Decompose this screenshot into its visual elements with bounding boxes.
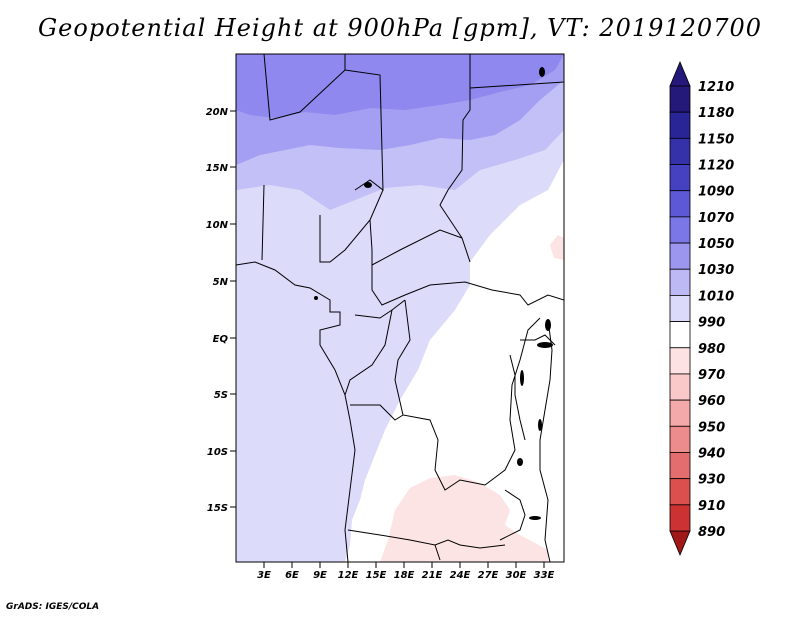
lon-tick-label: 18E — [394, 570, 415, 581]
lat-tick-label: EQ — [213, 334, 229, 345]
colorbar-label: 1180 — [698, 106, 734, 121]
lat-tick-label: 10S — [207, 447, 228, 458]
lon-tick-label: 12E — [338, 570, 359, 581]
colorbar-box — [669, 295, 691, 322]
colorbar-label: 990 — [698, 316, 725, 331]
colorbar-box — [669, 216, 691, 244]
colorbar-label: 1070 — [698, 211, 734, 226]
lon-tick: 18E — [394, 562, 415, 581]
colorbar-label: 1050 — [698, 237, 734, 252]
colorbar-label: 1120 — [698, 159, 734, 174]
lon-tick-label: 6E — [285, 570, 299, 581]
colorbar-box — [669, 111, 691, 139]
lat-tick: EQ — [213, 334, 236, 345]
colorbar-label: 940 — [698, 446, 725, 461]
colorbar-box — [669, 85, 691, 113]
lon-tick-label: 30E — [506, 570, 527, 581]
colorbar-label: 1150 — [698, 132, 734, 147]
lon-tick: 6E — [285, 562, 299, 581]
colorbar-box — [669, 321, 691, 349]
lon-tick-label: 15E — [366, 570, 387, 581]
map-frame — [235, 53, 565, 563]
borders — [236, 54, 564, 562]
lon-tick-label: 24E — [450, 570, 471, 581]
colorbar-box — [669, 478, 691, 506]
lat-tick: 15S — [207, 503, 236, 514]
height-field — [236, 54, 564, 562]
colorbar-label: 930 — [698, 473, 725, 488]
lat-tick: 5N — [213, 277, 236, 288]
lon-tick-label: 9E — [313, 570, 327, 581]
colorbar-label: 1010 — [698, 289, 734, 304]
lon-tick: 15E — [366, 562, 387, 581]
colorbar-box — [669, 242, 691, 270]
lon-tick: 9E — [313, 562, 327, 581]
lat-tick: 15N — [206, 163, 236, 174]
lon-tick-label: 33E — [534, 570, 555, 581]
grads-credit: GrADS: IGES/COLA — [6, 602, 100, 612]
colorbar-label: 960 — [698, 394, 725, 409]
colorbar-label: 980 — [698, 342, 725, 357]
lat-tick-label: 10N — [206, 220, 229, 231]
lat-tick: 20N — [206, 107, 236, 118]
lon-tick-label: 3E — [257, 570, 271, 581]
map-panel — [235, 53, 565, 563]
field-band-980 — [380, 475, 548, 562]
colorbar-box — [669, 268, 691, 296]
lon-tick: 33E — [534, 562, 555, 581]
field-band-980-east — [550, 235, 564, 260]
lakes — [314, 67, 553, 520]
colorbar-label: 970 — [698, 368, 725, 383]
colorbar-box — [669, 504, 691, 532]
colorbar-box — [669, 425, 691, 453]
colorbar: 1210 1180 1150 1120 1090 1070 1050 1030 1010 990 9… — [669, 60, 734, 557]
lon-tick: 27E — [478, 562, 499, 581]
latitude-axis: 20N 15N 10N 5N EQ 5S 10S 15S — [206, 107, 236, 514]
lat-tick: 10N — [206, 220, 236, 231]
lat-tick: 10S — [207, 447, 236, 458]
longitude-axis: 3E 6E 9E 12E 15E 18E 21E 24E 27E 30E 33E — [257, 562, 555, 581]
lat-tick-label: 5N — [213, 277, 229, 288]
colorbar-label: 1090 — [698, 185, 734, 200]
lon-tick-label: 21E — [422, 570, 443, 581]
colorbar-label: 950 — [698, 420, 725, 435]
colorbar-box — [669, 137, 691, 165]
colorbar-box — [669, 452, 691, 480]
lat-tick-label: 20N — [206, 107, 229, 118]
lat-tick: 5S — [214, 390, 236, 401]
page-title: Geopotential Height at 900hPa [gpm], VT:… — [38, 14, 762, 42]
lat-tick-label: 15N — [206, 163, 229, 174]
colorbar-top-arrow — [669, 60, 691, 87]
lon-tick-label: 27E — [478, 570, 499, 581]
field-band-1090 — [236, 54, 564, 118]
colorbar-box — [669, 347, 691, 375]
lon-tick: 24E — [450, 562, 471, 581]
lon-tick: 3E — [257, 562, 271, 581]
colorbar-box — [669, 373, 691, 401]
colorbar-label: 910 — [698, 499, 725, 514]
colorbar-bottom-arrow — [669, 530, 691, 557]
lon-tick: 30E — [506, 562, 527, 581]
colorbar-label: 1030 — [698, 263, 734, 278]
colorbar-box — [669, 164, 691, 192]
colorbar-box — [669, 399, 691, 427]
lat-tick-label: 5S — [214, 390, 228, 401]
colorbar-label: 890 — [698, 525, 725, 540]
lat-tick-label: 15S — [207, 503, 228, 514]
colorbar-box — [669, 190, 691, 218]
lon-tick: 12E — [338, 562, 359, 581]
colorbar-label: 1210 — [698, 80, 734, 95]
lon-tick: 21E — [422, 562, 443, 581]
